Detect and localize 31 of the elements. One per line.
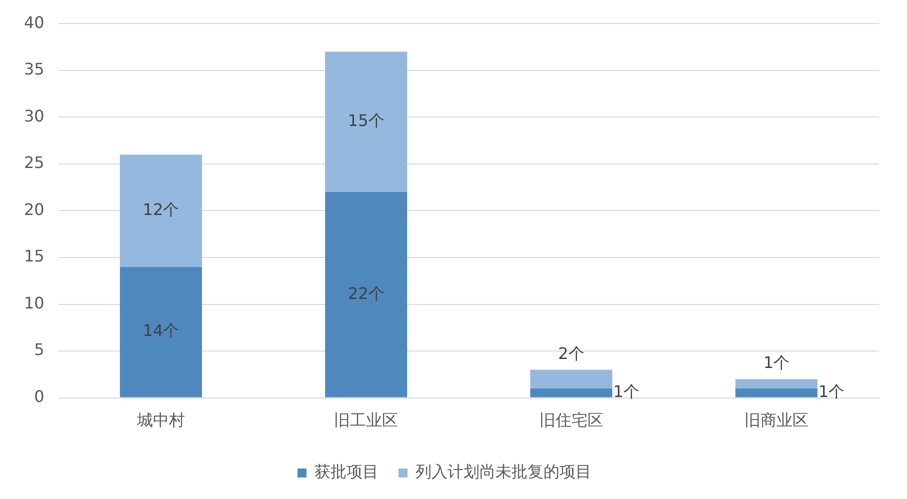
x-tick-label: 城中村: [136, 410, 185, 430]
data-label: 2个: [558, 344, 584, 363]
y-tick-label: 25: [24, 153, 44, 172]
data-label: 12个: [142, 200, 180, 219]
y-tick-label: 30: [24, 106, 44, 126]
x-tick-label: 旧商业区: [744, 410, 808, 430]
y-tick-label: 20: [24, 200, 44, 219]
legend-label: 列入计划尚未批复的项目: [416, 462, 592, 482]
y-tick-label: 40: [24, 12, 44, 32]
data-label: 15个: [348, 110, 384, 130]
bar: [530, 370, 612, 388]
bar: [325, 52, 408, 192]
bar: [120, 266, 202, 398]
data-label: 14个: [142, 321, 180, 340]
bar: [735, 379, 818, 388]
data-label: 1个: [613, 382, 640, 402]
bar: [120, 154, 202, 267]
y-tick-label: 10: [24, 293, 44, 312]
x-tick-label: 旧住宅区: [539, 410, 604, 430]
y-tick-label: 0: [34, 386, 44, 406]
data-label: 22个: [348, 284, 384, 303]
data-label: 1个: [818, 382, 845, 402]
bar: [325, 192, 408, 398]
bar: [735, 388, 818, 398]
data-label: 1个: [763, 353, 790, 372]
legend-label: 获批项目: [314, 462, 378, 482]
bar: [530, 388, 612, 398]
x-tick-label: 旧工业区: [334, 410, 398, 430]
y-tick-label: 35: [24, 60, 44, 79]
y-tick-label: 5: [34, 340, 44, 360]
y-tick-label: 15: [24, 246, 44, 266]
